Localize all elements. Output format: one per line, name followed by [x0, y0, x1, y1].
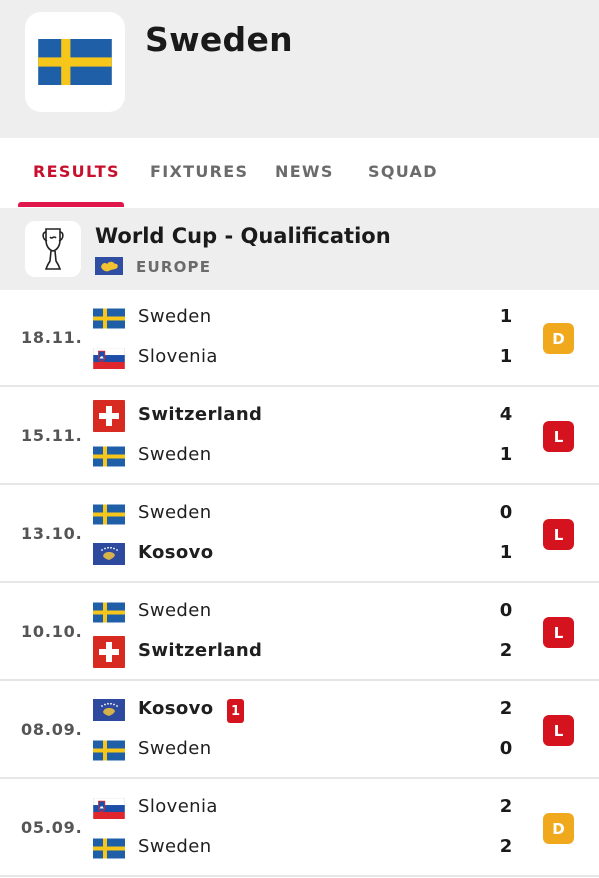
match-date: 05.09. [21, 818, 83, 837]
away-score: 1 [499, 444, 513, 465]
match-row[interactable]: 13.10. Sweden 0 Kosovo 1 L [0, 486, 599, 583]
away-score: 2 [499, 640, 513, 661]
sweden-flag-icon [93, 446, 125, 471]
team-logo [25, 12, 125, 112]
kosovo-flag-icon [93, 543, 125, 569]
home-score: 2 [499, 796, 513, 817]
match-date: 13.10. [21, 524, 83, 543]
sweden-flag-icon [93, 602, 125, 627]
away-team-name: Sweden [138, 444, 212, 465]
away-team-name: Sweden [138, 738, 212, 759]
switzerland-flag-icon [93, 400, 125, 436]
match-row[interactable]: 08.09. Kosovo 1 2 Sweden 0 L [0, 682, 599, 779]
match-date: 15.11. [21, 426, 83, 445]
slovenia-flag-icon [92, 347, 126, 373]
tab-bar: RESULTS FIXTURES NEWS SQUAD [0, 138, 599, 208]
result-badge: L [543, 617, 574, 648]
home-team-name: Slovenia [138, 796, 218, 817]
competition-name: World Cup - Qualification [95, 224, 391, 248]
home-score: 0 [499, 502, 513, 523]
active-tab-indicator [18, 202, 124, 207]
home-score: 2 [499, 698, 513, 719]
sweden-flag-icon [93, 838, 125, 863]
competition-region: EUROPE [136, 258, 212, 276]
away-team-name: Slovenia [138, 346, 218, 367]
home-team-name: Sweden [138, 306, 212, 327]
trophy-icon [42, 228, 64, 270]
team-name: Sweden [145, 20, 293, 59]
match-date: 08.09. [21, 720, 83, 739]
away-score: 0 [499, 738, 513, 759]
result-badge: L [543, 519, 574, 550]
result-badge: L [543, 421, 574, 452]
match-date: 18.11. [21, 328, 83, 347]
tab-results[interactable]: RESULTS [33, 162, 120, 181]
competition-logo [25, 221, 81, 277]
away-score: 2 [499, 836, 513, 857]
match-row[interactable]: 15.11. Switzerland 4 Sweden 1 L [0, 388, 599, 485]
competition-header[interactable]: World Cup - Qualification EUROPE [0, 208, 599, 290]
switzerland-flag-icon [93, 636, 125, 672]
match-date: 10.10. [21, 622, 83, 641]
home-team-name: Sweden [138, 502, 212, 523]
tab-fixtures[interactable]: FIXTURES [150, 162, 249, 181]
team-header: Sweden [0, 0, 599, 138]
sweden-flag-icon [38, 39, 112, 85]
home-score: 1 [499, 306, 513, 327]
away-score: 1 [499, 542, 513, 563]
home-team-name: Kosovo [138, 698, 214, 719]
tab-news[interactable]: NEWS [275, 162, 334, 181]
away-score: 1 [499, 346, 513, 367]
result-badge: D [543, 323, 574, 354]
tab-squad[interactable]: SQUAD [368, 162, 438, 181]
home-score: 4 [499, 404, 513, 425]
slovenia-flag-icon [92, 797, 126, 823]
result-badge: D [543, 813, 574, 844]
away-team-name: Kosovo [138, 542, 214, 563]
home-team-name: Switzerland [138, 404, 263, 425]
match-row[interactable]: 18.11. Sweden 1 Slovenia 1 D [0, 290, 599, 387]
sweden-flag-icon [93, 740, 125, 765]
red-card-icon: 1 [227, 699, 244, 723]
sweden-flag-icon [93, 308, 125, 333]
europe-flag-icon [95, 257, 123, 275]
home-team-name: Sweden [138, 600, 212, 621]
match-row[interactable]: 05.09. Slovenia 2 Sweden 2 D [0, 780, 599, 877]
away-team-name: Sweden [138, 836, 212, 857]
match-row[interactable]: 10.10. Sweden 0 Switzerland 2 L [0, 584, 599, 681]
sweden-flag-icon [93, 504, 125, 529]
result-badge: L [543, 715, 574, 746]
home-score: 0 [499, 600, 513, 621]
away-team-name: Switzerland [138, 640, 263, 661]
kosovo-flag-icon [93, 699, 125, 725]
